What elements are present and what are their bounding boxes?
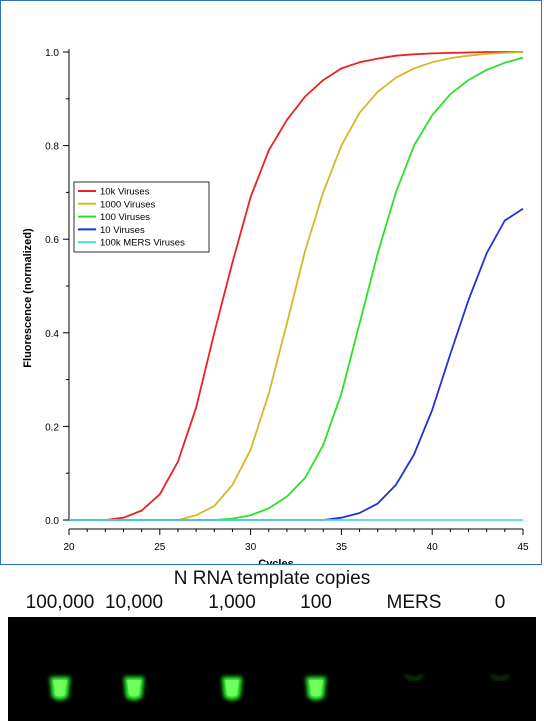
series-line (69, 208, 524, 521)
x-tick-label: 40 (427, 542, 439, 553)
tubes-title: N RNA template copies (173, 568, 371, 589)
x-tick-label: 20 (63, 542, 75, 553)
legend-label: 10 Viruses (100, 225, 145, 236)
tube-glow (490, 674, 510, 680)
y-tick-label: 0.6 (45, 235, 59, 246)
series-line (69, 51, 523, 521)
tube-row (50, 674, 510, 700)
x-tick-label: 45 (517, 542, 529, 553)
tube-fluorescence-image (8, 617, 536, 721)
x-tick-label: 30 (245, 542, 257, 553)
tube-glow (124, 677, 144, 700)
tube-label: 0 (494, 592, 506, 613)
y-tick-label: 0.4 (45, 329, 59, 340)
legend-box (73, 181, 210, 253)
y-axis-label: Fluorescence (normalized) (22, 228, 34, 368)
tube-label: 1,000 (208, 592, 256, 613)
tube-glow (404, 674, 424, 680)
y-tick-label: 0.2 (45, 422, 59, 433)
y-tick-label: 1.0 (45, 48, 59, 59)
series-line (69, 51, 524, 521)
tube-glow (50, 677, 70, 700)
y-tick-label: 0.8 (45, 142, 59, 153)
tube-labels: 100,000 10,000 1,000 100 MERS 0 (0, 592, 544, 616)
legend-label: 100 Viruses (100, 212, 150, 223)
y-tick-label: 0.0 (45, 516, 59, 527)
legend-label: 100k MERS Viruses (100, 238, 185, 249)
chart-frame: 0.0 0.2 0.4 0.6 0.8 1.0 20 25 30 35 40 45 Cycles Fluo… (0, 0, 542, 565)
legend-label: 10k Viruses (100, 187, 150, 198)
legend-label: 1000 Viruses (100, 199, 156, 210)
tube-label: 100,000 (25, 592, 95, 613)
tube-label: 100 (300, 592, 332, 613)
tube-glow (222, 677, 242, 700)
tube-glow (306, 677, 326, 700)
x-tick-label: 25 (154, 542, 166, 553)
tube-label: 10,000 (104, 592, 164, 613)
tube-label: MERS (386, 592, 442, 613)
x-tick-label: 35 (336, 542, 348, 553)
x-axis-label: Cycles (258, 558, 293, 564)
amplification-chart: 0.0 0.2 0.4 0.6 0.8 1.0 20 25 30 35 40 45 Cycles Fluo… (22, 48, 529, 564)
